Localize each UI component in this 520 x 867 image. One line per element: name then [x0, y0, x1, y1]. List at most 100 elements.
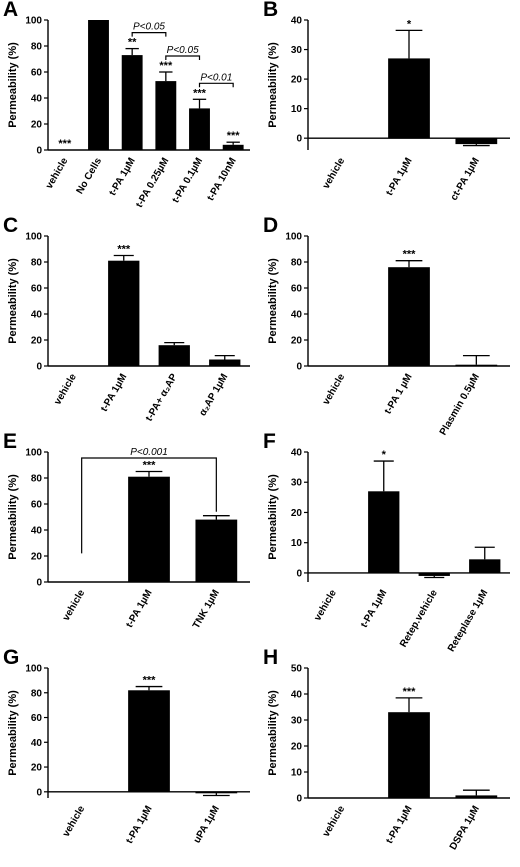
bar — [108, 260, 140, 366]
bar — [88, 20, 109, 150]
y-tick-label: 60 — [31, 500, 43, 511]
comparison-bracket — [198, 82, 234, 88]
y-axis-label: Permeability (%) — [267, 258, 279, 344]
category-label: Retep.vehicle — [398, 588, 440, 650]
panel-h: H 0 10 20 30 40 50 Permeability (%) vehicle *** t… — [260, 646, 520, 864]
comparison-bracket — [131, 32, 167, 37]
y-tick-label: 20 — [291, 336, 303, 347]
significance-label: *** — [403, 249, 417, 261]
y-tick-label: 0 — [36, 362, 42, 373]
comparison-p-value: P<0.001 — [130, 447, 168, 458]
significance-label: *** — [403, 686, 417, 698]
y-tick-label: 100 — [25, 448, 42, 459]
y-tick-label: 40 — [291, 448, 303, 459]
chart-b: 0 10 20 30 40 Permeability (%) vehicle * t-PA 1µ… — [267, 16, 510, 203]
y-tick-label: 50 — [291, 664, 303, 675]
bar — [455, 138, 498, 145]
y-axis-label: Permeability (%) — [267, 690, 279, 776]
panel-b: B 0 10 20 30 40 Permeability (%) vehicle * t-PA … — [260, 0, 520, 216]
y-tick-label: 0 — [296, 794, 302, 805]
significance-label: *** — [143, 460, 157, 472]
category-label: t-PA 10nM — [205, 156, 238, 203]
y-tick-label: 30 — [291, 478, 303, 489]
panel-a: A 0 20 40 60 80 100 Permeability (%) *** vehicle… — [0, 0, 260, 216]
category-label: t-PA 1µM — [124, 804, 154, 846]
y-axis-label: Permeability (%) — [7, 474, 19, 560]
panel-e: E 0 20 40 60 80 100 Permeability (%) vehicle ***… — [0, 430, 260, 648]
bar — [158, 345, 190, 366]
category-label: vehicle — [61, 804, 88, 839]
category-label: vehicle — [52, 372, 79, 407]
comparison-bracket — [165, 55, 201, 60]
category-label: t-PA+ α₂AP — [144, 372, 180, 424]
y-tick-label: 40 — [31, 94, 43, 105]
category-label: vehicle — [312, 588, 339, 623]
y-tick-label: 100 — [25, 664, 42, 675]
y-tick-label: 0 — [36, 787, 42, 798]
significance-label: *** — [227, 130, 241, 142]
category-label: Reteplase 1µM — [446, 588, 490, 654]
y-tick-label: 40 — [291, 310, 303, 321]
y-tick-label: 40 — [31, 738, 43, 749]
y-tick-label: 80 — [31, 42, 43, 53]
significance-label: * — [382, 449, 387, 461]
y-tick-label: 80 — [31, 688, 43, 699]
panel-g: G 0 20 40 60 80 100 Permeability (%) vehicle ***… — [0, 646, 260, 864]
y-tick-label: 60 — [291, 284, 303, 295]
category-label: t-PA 1µM — [107, 156, 137, 198]
bar — [128, 476, 170, 582]
category-label: Plasmin 0.5µM — [438, 372, 482, 437]
bar — [455, 364, 498, 367]
y-tick-label: 20 — [291, 742, 303, 753]
comparison-p-value: P<0.01 — [200, 72, 232, 83]
category-label: vehicle — [44, 156, 71, 191]
chart-h: 0 10 20 30 40 50 Permeability (%) vehicle *** t-P… — [267, 664, 510, 852]
y-axis-label: Permeability (%) — [267, 42, 279, 128]
comparison-bracket — [81, 457, 217, 554]
y-tick-label: 0 — [36, 146, 42, 157]
y-tick-label: 100 — [25, 232, 42, 243]
y-tick-label: 100 — [285, 232, 302, 243]
y-tick-label: 10 — [291, 538, 303, 549]
comparison-p-value: P<0.05 — [133, 22, 165, 33]
y-tick-label: 40 — [291, 690, 303, 701]
chart-a: 0 20 40 60 80 100 Permeability (%) *** vehicle No… — [7, 16, 250, 210]
y-tick-label: 10 — [291, 768, 303, 779]
bar — [128, 690, 170, 792]
significance-label: *** — [143, 675, 157, 687]
significance-label: *** — [193, 87, 207, 99]
y-tick-label: 20 — [31, 763, 43, 774]
significance-label: *** — [117, 244, 131, 256]
category-label: t-PA 1µM — [384, 156, 414, 198]
chart-c: 0 20 40 60 80 100 Permeability (%) vehicle *** t-… — [7, 232, 250, 424]
category-label: α₂AP 1µM — [197, 372, 230, 418]
y-tick-label: 0 — [296, 568, 302, 579]
category-label: t-PA 1µM — [124, 588, 154, 630]
y-tick-label: 0 — [296, 134, 302, 145]
bar — [388, 267, 430, 366]
bar — [388, 58, 430, 139]
panel-c: C 0 20 40 60 80 100 Permeability (%) vehicle ***… — [0, 214, 260, 432]
significance-label: * — [407, 18, 412, 30]
y-tick-label: 60 — [31, 68, 43, 79]
y-tick-label: 40 — [31, 310, 43, 321]
category-label: t-PA 0.25µM — [134, 156, 171, 210]
panel-label-d: D — [263, 214, 279, 237]
category-label: TNK 1µM — [191, 588, 222, 631]
bar — [418, 572, 450, 576]
panel-d: D 0 20 40 60 80 100 Permeability (%) vehicle ***… — [260, 214, 520, 437]
category-label: t-PA 1 µM — [383, 372, 415, 416]
panel-label-e: E — [3, 430, 18, 453]
panel-label-b: B — [263, 0, 279, 21]
y-tick-label: 30 — [291, 45, 303, 56]
y-axis-label: Permeability (%) — [267, 474, 279, 560]
y-tick-label: 20 — [291, 508, 303, 519]
chart-d: 0 20 40 60 80 100 Permeability (%) vehicle *** t-… — [267, 232, 510, 437]
significance-label: ** — [128, 37, 137, 49]
y-tick-label: 20 — [291, 75, 303, 86]
bar — [388, 712, 430, 798]
significance-label: *** — [159, 60, 173, 72]
significance-label: *** — [58, 138, 72, 150]
bar — [209, 359, 241, 366]
chart-f: 0 10 20 30 40 Permeability (%) vehicle * t-PA 1µ… — [267, 448, 510, 654]
